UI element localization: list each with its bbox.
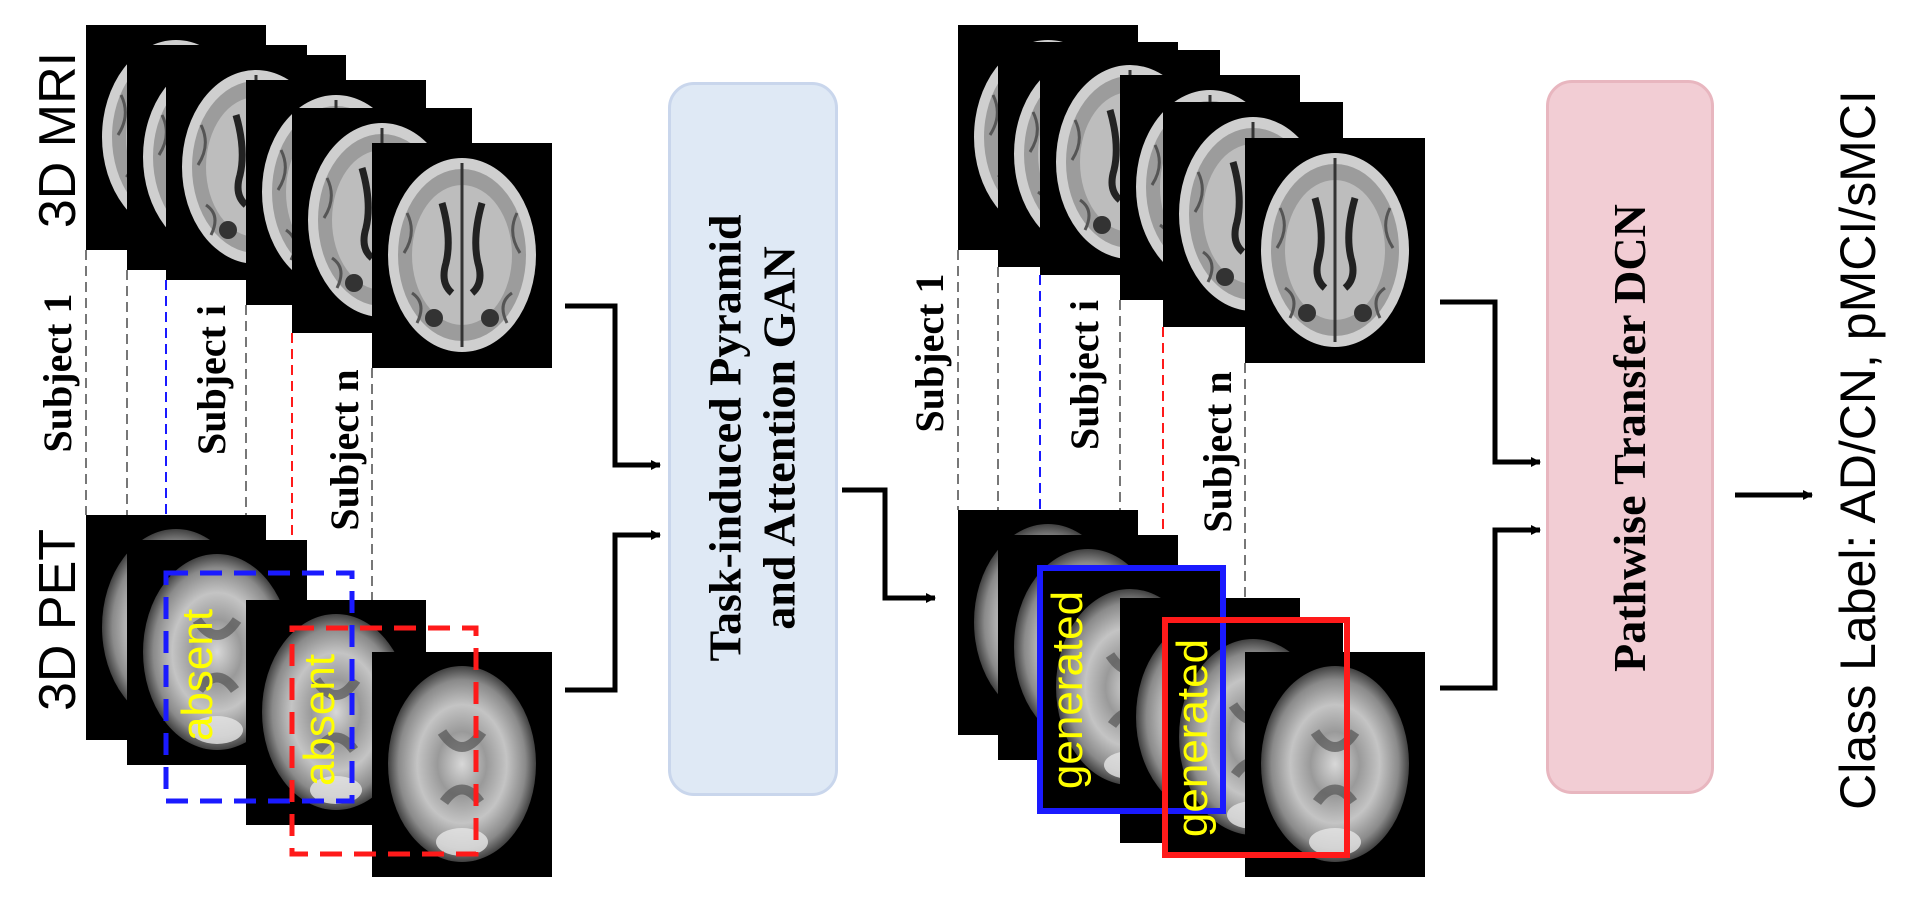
- class-label: Class Label: AD/CN, pMCI/sMCI: [1830, 90, 1886, 810]
- dcn-label: Pathwise Transfer DCN: [1603, 204, 1655, 672]
- pet-stack-output: [958, 510, 1425, 877]
- absent-tag-red: absent: [295, 653, 344, 787]
- subject-i-label: Subject i: [189, 305, 234, 455]
- mri-stack-output: [958, 25, 1425, 363]
- generated-tag-red: generated: [1168, 638, 1217, 838]
- gan-label: Task-induced Pyramid and Attention GAN: [699, 215, 808, 662]
- generated-box-blue: [1037, 565, 1226, 814]
- gan-label-line1: Task-induced Pyramid: [699, 214, 751, 662]
- arrows-into-dcn: [1440, 299, 1541, 691]
- dcn-box: [1546, 80, 1714, 794]
- generated-box-red: [1162, 617, 1350, 858]
- subject-i-label-right: Subject i: [1062, 300, 1107, 450]
- mri-stack-input: [86, 25, 552, 368]
- gan-label-line2: and Attention GAN: [754, 246, 805, 630]
- mri-label: 3D MRI: [29, 51, 87, 229]
- absent-tag-blue: absent: [173, 608, 222, 742]
- gan-box: [668, 82, 838, 796]
- absent-box-blue: [163, 570, 355, 804]
- arrows-into-gan: [565, 303, 661, 693]
- pet-stack-input: [86, 515, 552, 877]
- subject-n-label: Subject n: [322, 369, 367, 531]
- subject-1-label-right: Subject 1: [907, 273, 952, 433]
- arrow-gan-output: [842, 487, 936, 603]
- subject-n-label-right: Subject n: [1195, 371, 1240, 533]
- subject-1-label: Subject 1: [35, 293, 80, 453]
- generated-tag-blue: generated: [1043, 590, 1092, 790]
- pet-label: 3D PET: [29, 528, 87, 712]
